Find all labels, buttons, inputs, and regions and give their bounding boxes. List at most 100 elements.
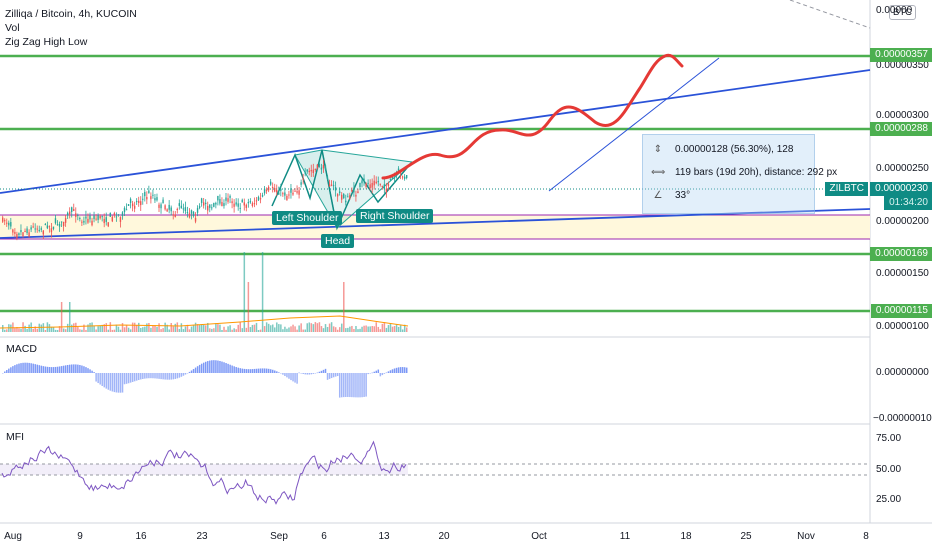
volume-bar xyxy=(389,323,392,332)
volume-bar xyxy=(168,329,170,332)
level-tag-357[interactable]: 0.00000357 xyxy=(870,48,932,62)
candle-body xyxy=(389,178,392,180)
macd-histogram-bar xyxy=(247,369,250,373)
volume-bar xyxy=(123,327,126,332)
candle-body xyxy=(121,212,124,217)
volume-bar xyxy=(345,328,347,332)
candle-body xyxy=(223,203,225,207)
volume-bar xyxy=(359,328,361,332)
candle-body xyxy=(278,192,280,195)
macd-histogram-bar xyxy=(306,373,308,375)
candle-body xyxy=(77,215,79,217)
candle-body xyxy=(310,170,312,172)
price-axis-label: 0.00000100 xyxy=(876,321,929,332)
candle-body xyxy=(12,229,14,233)
candle-body xyxy=(397,168,400,173)
candle-body xyxy=(188,213,191,218)
macd-histogram-bar xyxy=(318,371,321,373)
right-shoulder-label[interactable]: Right Shoulder xyxy=(356,209,434,223)
candle-body xyxy=(117,214,120,216)
head-label[interactable]: Head xyxy=(321,234,355,248)
macd-histogram-bar xyxy=(233,366,235,373)
level-tag-115[interactable]: 0.00000115 xyxy=(870,304,932,318)
macd-histogram-bar xyxy=(310,373,313,375)
candle-body xyxy=(172,214,174,216)
candle-body xyxy=(168,204,170,210)
macd-histogram-bar xyxy=(367,373,369,375)
candle-body xyxy=(14,231,16,234)
candle-body xyxy=(359,182,361,188)
volume-bar xyxy=(347,327,349,332)
macd-histogram-bar xyxy=(60,366,63,373)
macd-histogram-bar xyxy=(385,372,388,374)
volume-bar xyxy=(239,322,242,332)
macd-histogram-bar xyxy=(105,373,108,389)
volume-bar xyxy=(154,325,156,332)
candle-body xyxy=(308,170,310,173)
candle-body xyxy=(60,221,63,223)
volume-bar xyxy=(48,324,51,332)
macd-histogram-bar xyxy=(205,361,207,373)
volume-bar xyxy=(219,324,221,332)
macd-histogram-bar xyxy=(200,363,203,373)
macd-histogram-bar xyxy=(298,372,300,374)
angle-trend-line xyxy=(548,57,720,192)
volume-bar xyxy=(379,329,382,332)
macd-histogram-bar xyxy=(20,363,22,373)
candle-body xyxy=(22,232,24,237)
candle-body xyxy=(95,218,97,220)
volume-bar xyxy=(211,328,213,332)
macd-histogram-bar xyxy=(332,373,335,378)
level-tag-169[interactable]: 0.00000169 xyxy=(870,247,932,261)
currency-badge[interactable]: BTC xyxy=(889,5,916,20)
projection-curve xyxy=(381,53,684,180)
candle-body xyxy=(109,212,111,217)
level-tag-288[interactable]: 0.00000288 xyxy=(870,122,932,136)
volume-bar xyxy=(119,329,122,332)
volume-indicator-label[interactable]: Vol xyxy=(5,22,20,34)
volume-bar xyxy=(298,325,300,332)
left-shoulder-label[interactable]: Left Shoulder xyxy=(272,211,343,225)
mfi-pane-title[interactable]: MFI xyxy=(6,431,25,443)
candle-body xyxy=(387,183,390,187)
volume-bar xyxy=(361,326,363,332)
volume-bar xyxy=(393,326,396,332)
volume-bar xyxy=(300,323,302,332)
x-axis-label: 6 xyxy=(321,531,327,542)
macd-histogram-bar xyxy=(365,373,367,397)
symbol-title[interactable]: Zilliqa / Bitcoin, 4h, KUCOIN xyxy=(5,8,137,20)
candle-body xyxy=(97,215,99,220)
candle-body xyxy=(247,202,250,204)
volume-bar xyxy=(190,326,193,332)
macd-histogram-bar xyxy=(172,373,175,380)
macd-pane-title[interactable]: MACD xyxy=(6,343,37,355)
macd-histogram-bar xyxy=(274,370,276,373)
price-axis-label: 0.00000 xyxy=(876,5,913,16)
candle-body xyxy=(217,195,219,201)
candle-body xyxy=(253,203,256,205)
volume-bar xyxy=(6,329,8,332)
candle-body xyxy=(26,228,28,233)
macd-histogram-bar xyxy=(34,364,36,373)
measure-tool-box[interactable]: ⇕ 0.00000128 (56.30%), 128 ⟺ 119 bars (19d… xyxy=(642,134,837,214)
mfi-axis-label: 25.00 xyxy=(876,494,902,505)
volume-bar xyxy=(16,327,18,332)
candle-body xyxy=(93,215,95,220)
macd-histogram-bar xyxy=(377,369,380,373)
zigzag-indicator-label[interactable]: Zig Zag High Low xyxy=(5,36,88,48)
macd-histogram-bar xyxy=(146,373,148,379)
volume-bar xyxy=(148,322,150,332)
candle-body xyxy=(282,193,284,195)
candle-body xyxy=(127,204,130,206)
macd-histogram-bar xyxy=(111,373,114,392)
candle-body xyxy=(10,222,12,227)
candle-body xyxy=(375,181,377,184)
candle-body xyxy=(198,206,201,208)
volume-bar xyxy=(66,323,69,332)
macd-histogram-bar xyxy=(83,366,85,373)
macd-histogram-bar xyxy=(403,367,406,373)
candle-body xyxy=(403,176,406,179)
macd-histogram-bar xyxy=(351,373,353,398)
macd-histogram-bar xyxy=(231,365,233,373)
